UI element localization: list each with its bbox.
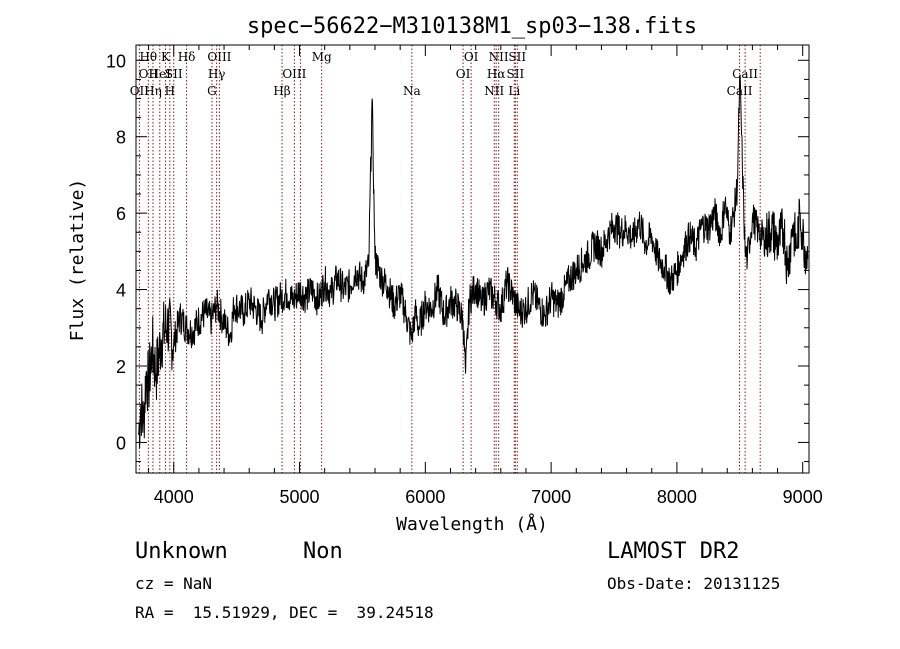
line-label: Hβ xyxy=(273,84,290,98)
spectral-line-labels: OIIHθOIIHηHeIKHSIIHδGHγOIIIHβOIIIMgNaOIO… xyxy=(130,50,759,98)
y-axis: 0 2 4 6 8 10 xyxy=(106,51,809,463)
survey-label: LAMOST DR2 xyxy=(607,539,740,564)
class-label: Unknown xyxy=(135,539,228,564)
line-label: NII xyxy=(489,50,509,64)
x-tick-label: 7000 xyxy=(531,487,571,507)
line-label: OI xyxy=(464,50,479,64)
x-tick-label: 9000 xyxy=(783,487,823,507)
line-label: K xyxy=(161,50,171,64)
line-label: SII xyxy=(165,67,183,81)
plot-frame xyxy=(135,44,810,474)
line-label: OII xyxy=(139,67,159,81)
obs-date-label: Obs-Date: 20131125 xyxy=(607,574,781,593)
line-label: SII xyxy=(508,50,526,64)
x-tick-label: 6000 xyxy=(405,487,445,507)
line-label: Hγ xyxy=(208,67,226,81)
x-tick-label: 8000 xyxy=(657,487,697,507)
y-tick-label: 8 xyxy=(116,128,126,148)
y-tick-label: 4 xyxy=(116,281,126,301)
line-label: Na xyxy=(403,84,421,98)
y-tick-label: 2 xyxy=(116,357,126,377)
x-tick-label: 4000 xyxy=(154,487,194,507)
x-axis-label: Wavelength (Å) xyxy=(396,513,548,535)
line-label: OIII xyxy=(207,50,231,64)
line-label: Hδ xyxy=(178,50,196,64)
line-label: Hη xyxy=(144,84,162,98)
line-label: HeI xyxy=(149,67,172,81)
line-label: SII xyxy=(507,67,525,81)
y-tick-label: 10 xyxy=(106,51,126,71)
y-axis-label: Flux (relative) xyxy=(67,179,88,342)
ra-dec-label: RA = 15.51929, DEC = 39.24518 xyxy=(135,603,434,622)
line-label: Li xyxy=(508,84,520,98)
line-label: NII xyxy=(484,84,504,98)
line-label: Hα xyxy=(487,67,506,81)
line-label: OIII xyxy=(282,67,306,81)
x-axis: 4000 5000 6000 7000 8000 9000 xyxy=(148,45,823,507)
line-label: G xyxy=(207,84,217,98)
line-label: OII xyxy=(130,84,150,98)
y-tick-label: 0 xyxy=(116,433,126,453)
chart-title: spec−56622−M310138M1_sp03−138.fits xyxy=(247,14,697,39)
line-label: H xyxy=(165,84,175,98)
line-label: Mg xyxy=(312,50,332,64)
line-label: OI xyxy=(456,67,471,81)
redshift-label: cz = NaN xyxy=(135,574,213,593)
y-tick-label: 6 xyxy=(116,204,126,224)
line-label: Hθ xyxy=(139,50,157,64)
x-tick-label: 5000 xyxy=(280,487,320,507)
spectrum-line xyxy=(138,74,809,449)
spectral-line-markers xyxy=(138,45,761,473)
subclass-label: Non xyxy=(303,539,343,564)
line-label: CaII xyxy=(732,67,758,81)
